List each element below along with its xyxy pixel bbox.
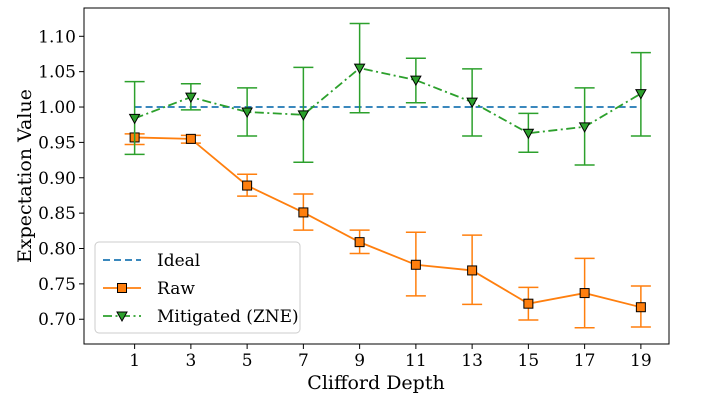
y-tick-label: 0.90 <box>38 169 76 189</box>
legend-label-mitigated-zne: Mitigated (ZNE) <box>157 307 299 327</box>
raw-point <box>635 302 646 313</box>
x-tick-label: 5 <box>242 351 253 371</box>
legend-frame <box>94 241 301 334</box>
mitigated-zne-point <box>241 107 253 119</box>
legend-label-raw: Raw <box>157 279 195 299</box>
legend: Ideal Raw Mitigated (ZNE) <box>94 241 301 334</box>
mitigated-zne-point <box>128 113 141 125</box>
x-tick-label: 19 <box>630 351 652 371</box>
y-tick-label: 1.05 <box>38 63 76 83</box>
x-tick-label: 13 <box>461 351 483 371</box>
x-axis-label: Clifford Depth <box>307 372 444 394</box>
raw-point <box>410 259 421 270</box>
mitigated-zne-point <box>353 63 366 75</box>
x-tick-label: 7 <box>298 351 309 371</box>
raw-point <box>298 207 309 218</box>
mitigated-zne-point <box>522 128 535 140</box>
x-tick-label: 9 <box>354 351 365 371</box>
x-tick-label: 3 <box>185 351 196 371</box>
y-tick-label: 0.85 <box>38 204 76 224</box>
legend-label-ideal: Ideal <box>157 251 200 271</box>
mitigated-zne-point <box>635 89 647 100</box>
raw-point <box>185 133 196 144</box>
raw-point <box>467 265 478 276</box>
plot-area <box>124 22 651 329</box>
raw-point <box>579 288 590 299</box>
x-tick-label: 11 <box>405 351 427 371</box>
mitigated-zne-point <box>410 75 422 87</box>
mitigated-zne-line <box>134 67 642 135</box>
series-mitigated-zne <box>124 22 651 166</box>
mitigated-zne-point <box>297 110 310 121</box>
series-raw <box>124 132 651 329</box>
y-tick-label: 1.10 <box>38 27 76 47</box>
y-tick-label: 0.80 <box>38 240 76 260</box>
raw-line <box>134 136 642 309</box>
x-tick-label: 1 <box>129 351 140 371</box>
legend-marker-mitigated-zne <box>116 311 128 323</box>
y-tick-label: 0.75 <box>38 275 76 295</box>
y-tick-label: 0.70 <box>38 310 76 330</box>
legend-marker-raw <box>117 283 127 293</box>
mitigated-zne-point <box>578 122 591 133</box>
x-tick-label: 15 <box>518 351 540 371</box>
raw-point <box>354 237 365 248</box>
y-tick-label: 1.00 <box>38 98 76 118</box>
y-axis: 0.70 0.75 0.80 0.85 0.90 0.95 1.00 1.05 1.10 <box>38 27 84 330</box>
mitigated-zne-point <box>466 97 478 109</box>
raw-point <box>242 180 253 191</box>
mitigated-zne-point <box>185 92 197 104</box>
y-tick-label: 0.95 <box>38 133 76 153</box>
plot-frame <box>83 7 670 345</box>
y-axis-label: Expectation Value <box>14 89 36 263</box>
raw-point <box>523 298 534 309</box>
x-tick-label: 17 <box>574 351 596 371</box>
x-axis: 1 3 5 7 9 11 13 15 17 19 <box>129 344 652 371</box>
